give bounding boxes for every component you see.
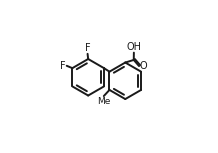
Text: O: O <box>140 61 147 71</box>
Text: Me: Me <box>97 97 111 106</box>
Text: OH: OH <box>126 42 141 52</box>
Text: F: F <box>85 43 90 53</box>
Text: F: F <box>60 61 66 71</box>
